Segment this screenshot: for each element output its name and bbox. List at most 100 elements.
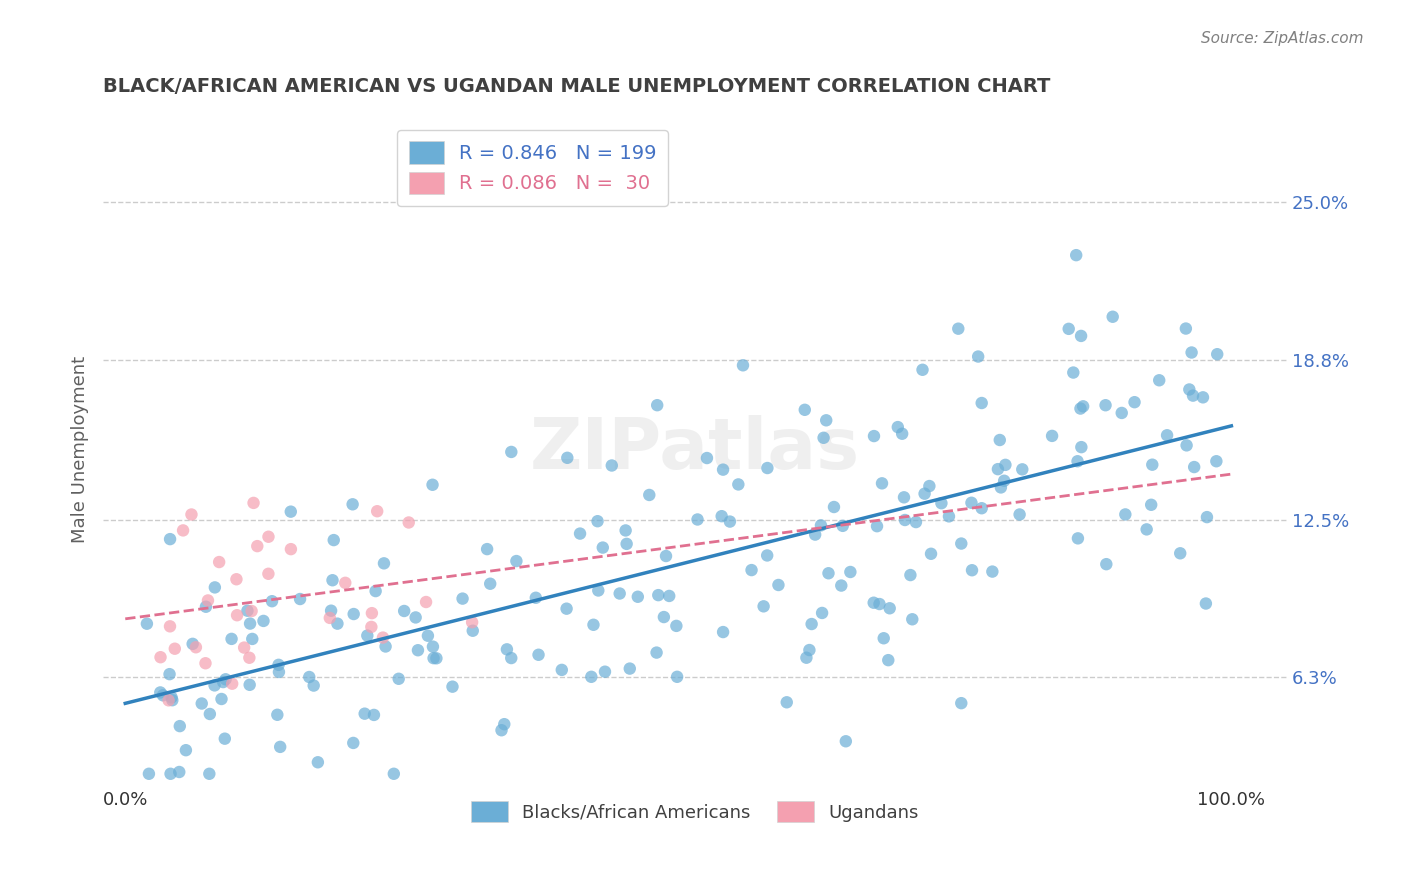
Point [1071, 400, 1094, 414]
Point [960, 563, 983, 577]
Point [796, 650, 818, 665]
Point [406, 643, 429, 657]
Point [569, 526, 592, 541]
Point [1192, 390, 1215, 404]
Point [214, 731, 236, 746]
Point [422, 651, 444, 665]
Point [813, 431, 835, 445]
Point [638, 488, 661, 502]
Point [342, 497, 364, 511]
Point [405, 610, 427, 624]
Point [768, 578, 790, 592]
Point [461, 615, 484, 630]
Point [1195, 510, 1218, 524]
Point [242, 496, 264, 510]
Point [830, 578, 852, 592]
Point [159, 667, 181, 681]
Point [1095, 557, 1118, 571]
Point [950, 696, 973, 710]
Point [163, 641, 186, 656]
Point [1101, 310, 1123, 324]
Point [987, 462, 1010, 476]
Point [793, 402, 815, 417]
Point [870, 476, 893, 491]
Point [373, 557, 395, 571]
Point [911, 363, 934, 377]
Point [1069, 401, 1091, 416]
Point [194, 599, 217, 614]
Point [159, 532, 181, 546]
Point [252, 614, 274, 628]
Point [388, 672, 411, 686]
Point [887, 420, 910, 434]
Point [194, 657, 217, 671]
Point [555, 601, 578, 615]
Point [233, 640, 256, 655]
Point [319, 611, 342, 625]
Point [363, 707, 385, 722]
Point [609, 586, 631, 600]
Point [931, 496, 953, 510]
Point [204, 581, 226, 595]
Point [993, 474, 1015, 488]
Point [866, 519, 889, 533]
Point [815, 413, 838, 427]
Point [184, 640, 207, 655]
Point [197, 593, 219, 607]
Point [198, 706, 221, 721]
Point [491, 723, 513, 738]
Point [920, 547, 942, 561]
Point [302, 679, 325, 693]
Point [190, 697, 212, 711]
Point [616, 537, 638, 551]
Point [374, 640, 396, 654]
Point [800, 617, 823, 632]
Legend: Blacks/African Americans, Ugandans: Blacks/African Americans, Ugandans [463, 792, 928, 831]
Point [862, 596, 884, 610]
Point [1066, 454, 1088, 468]
Point [280, 505, 302, 519]
Point [839, 565, 862, 579]
Point [479, 576, 502, 591]
Point [582, 617, 605, 632]
Point [904, 515, 927, 529]
Point [1156, 428, 1178, 442]
Point [382, 766, 405, 780]
Point [645, 646, 668, 660]
Point [1040, 429, 1063, 443]
Point [1111, 406, 1133, 420]
Point [524, 591, 547, 605]
Point [1174, 321, 1197, 335]
Point [1070, 329, 1092, 343]
Point [361, 606, 384, 620]
Point [356, 629, 378, 643]
Point [588, 583, 610, 598]
Point [804, 527, 827, 541]
Point [267, 665, 290, 679]
Point [967, 350, 990, 364]
Point [307, 756, 329, 770]
Point [236, 604, 259, 618]
Point [981, 565, 1004, 579]
Point [475, 542, 498, 557]
Point [1136, 522, 1159, 536]
Point [817, 566, 839, 581]
Point [718, 515, 741, 529]
Point [160, 690, 183, 705]
Point [1094, 398, 1116, 412]
Point [1114, 508, 1136, 522]
Point [891, 426, 914, 441]
Point [211, 692, 233, 706]
Point [835, 734, 858, 748]
Point [398, 516, 420, 530]
Point [555, 450, 578, 465]
Point [505, 554, 527, 568]
Point [260, 594, 283, 608]
Point [422, 640, 444, 654]
Point [321, 573, 343, 587]
Text: ZIPatlas: ZIPatlas [530, 416, 860, 484]
Point [257, 566, 280, 581]
Point [335, 575, 357, 590]
Point [180, 508, 202, 522]
Point [214, 673, 236, 687]
